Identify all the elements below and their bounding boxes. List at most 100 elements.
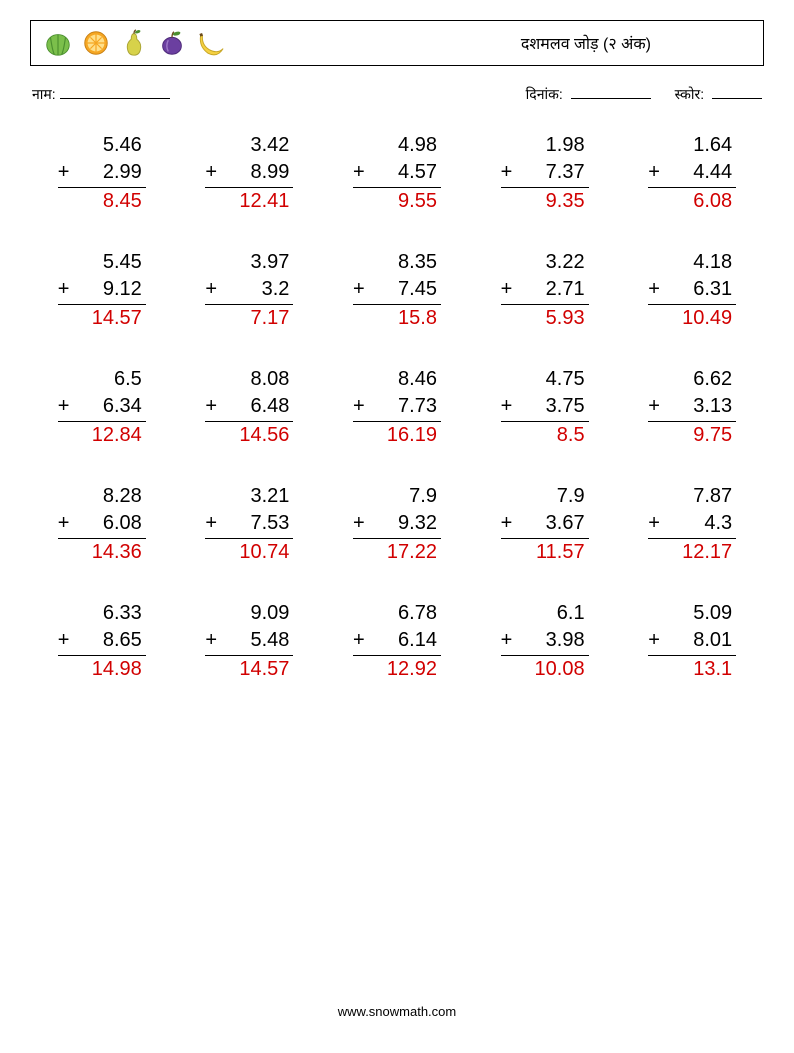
plus-sign: + — [205, 627, 221, 654]
addend-bottom-line: +3.67 — [501, 510, 589, 539]
answer: 12.92 — [353, 656, 441, 683]
worksheet-page: दशमलव जोड़ (२ अंक) नाम: दिनांक: स्कोर: 5… — [0, 0, 794, 1053]
addend-bottom-line: +3.2 — [205, 276, 293, 305]
addition-problem: 8.35+7.4515.8 — [353, 249, 441, 332]
answer: 14.57 — [58, 305, 146, 332]
fruit-icon-row — [43, 28, 225, 58]
date-label: दिनांक: — [526, 86, 563, 102]
addend-bottom: 4.44 — [664, 159, 732, 186]
addition-problem: 8.46+7.7316.19 — [353, 366, 441, 449]
addend-bottom: 3.98 — [517, 627, 585, 654]
addend-top: 4.75 — [501, 366, 589, 393]
addend-bottom-line: +4.3 — [648, 510, 736, 539]
worksheet-title: दशमलव जोड़ (२ अंक) — [521, 32, 751, 54]
addend-bottom: 6.14 — [369, 627, 437, 654]
plus-sign: + — [353, 393, 369, 420]
plus-sign: + — [353, 510, 369, 537]
addend-top: 1.98 — [501, 132, 589, 159]
plus-sign: + — [205, 393, 221, 420]
date-blank[interactable] — [571, 84, 651, 99]
answer: 10.08 — [501, 656, 589, 683]
addend-top: 3.97 — [205, 249, 293, 276]
addend-bottom-line: +8.99 — [205, 159, 293, 188]
addend-bottom: 3.67 — [517, 510, 585, 537]
addition-problem: 5.09+8.0113.1 — [648, 600, 736, 683]
plus-sign: + — [648, 510, 664, 537]
addend-bottom: 6.48 — [221, 393, 289, 420]
addend-bottom-line: +6.31 — [648, 276, 736, 305]
plus-sign: + — [648, 276, 664, 303]
answer: 5.93 — [501, 305, 589, 332]
answer: 14.57 — [205, 656, 293, 683]
addend-bottom-line: +9.32 — [353, 510, 441, 539]
addition-problem: 7.9+3.6711.57 — [501, 483, 589, 566]
addend-top: 4.98 — [353, 132, 441, 159]
addend-bottom-line: +6.34 — [58, 393, 146, 422]
addend-bottom-line: +7.45 — [353, 276, 441, 305]
addition-problem: 9.09+5.4814.57 — [205, 600, 293, 683]
addition-problem: 3.21+7.5310.74 — [205, 483, 293, 566]
addend-bottom-line: +2.71 — [501, 276, 589, 305]
addend-top: 6.62 — [648, 366, 736, 393]
addend-bottom-line: +3.98 — [501, 627, 589, 656]
addend-top: 7.9 — [501, 483, 589, 510]
addend-bottom: 9.32 — [369, 510, 437, 537]
plus-sign: + — [353, 627, 369, 654]
addend-bottom-line: +7.53 — [205, 510, 293, 539]
plus-sign: + — [501, 159, 517, 186]
addend-top: 8.28 — [58, 483, 146, 510]
addend-bottom: 5.48 — [221, 627, 289, 654]
answer: 9.35 — [501, 188, 589, 215]
answer: 14.98 — [58, 656, 146, 683]
addend-bottom: 8.65 — [74, 627, 142, 654]
addend-bottom: 7.37 — [517, 159, 585, 186]
plus-sign: + — [648, 627, 664, 654]
plus-sign: + — [205, 159, 221, 186]
addend-bottom: 7.73 — [369, 393, 437, 420]
addition-problem: 4.18+6.3110.49 — [648, 249, 736, 332]
banana-icon — [195, 28, 225, 58]
addend-top: 9.09 — [205, 600, 293, 627]
addend-bottom: 6.08 — [74, 510, 142, 537]
name-field: नाम: — [32, 84, 170, 104]
plus-sign: + — [353, 276, 369, 303]
plus-sign: + — [501, 276, 517, 303]
addend-bottom: 3.2 — [221, 276, 289, 303]
addition-problem: 5.45+9.1214.57 — [58, 249, 146, 332]
name-label: नाम: — [32, 85, 56, 104]
addition-problem: 7.87+4.312.17 — [648, 483, 736, 566]
addend-bottom-line: +3.13 — [648, 393, 736, 422]
addition-problem: 8.28+6.0814.36 — [58, 483, 146, 566]
answer: 9.75 — [648, 422, 736, 449]
plus-sign: + — [58, 627, 74, 654]
answer: 8.5 — [501, 422, 589, 449]
addition-problem: 6.78+6.1412.92 — [353, 600, 441, 683]
addend-bottom-line: +8.01 — [648, 627, 736, 656]
answer: 7.17 — [205, 305, 293, 332]
addend-bottom: 4.57 — [369, 159, 437, 186]
plus-sign: + — [58, 276, 74, 303]
addend-bottom-line: +6.48 — [205, 393, 293, 422]
date-field: दिनांक: — [526, 84, 651, 104]
addition-problem: 4.75+3.758.5 — [501, 366, 589, 449]
addend-bottom: 3.75 — [517, 393, 585, 420]
answer: 8.45 — [58, 188, 146, 215]
addend-bottom: 7.45 — [369, 276, 437, 303]
addend-bottom: 4.3 — [664, 510, 732, 537]
plus-sign: + — [58, 510, 74, 537]
addend-top: 5.09 — [648, 600, 736, 627]
problem-grid: 5.46+2.998.453.42+8.9912.414.98+4.579.55… — [40, 132, 754, 683]
answer: 14.56 — [205, 422, 293, 449]
addend-top: 3.21 — [205, 483, 293, 510]
answer: 12.41 — [205, 188, 293, 215]
addition-problem: 7.9+9.3217.22 — [353, 483, 441, 566]
addend-bottom-line: +5.48 — [205, 627, 293, 656]
addend-top: 8.46 — [353, 366, 441, 393]
answer: 16.19 — [353, 422, 441, 449]
name-blank[interactable] — [60, 84, 170, 99]
addition-problem: 5.46+2.998.45 — [58, 132, 146, 215]
addition-problem: 8.08+6.4814.56 — [205, 366, 293, 449]
plus-sign: + — [648, 159, 664, 186]
score-blank[interactable] — [712, 84, 762, 99]
addition-problem: 3.97+3.27.17 — [205, 249, 293, 332]
